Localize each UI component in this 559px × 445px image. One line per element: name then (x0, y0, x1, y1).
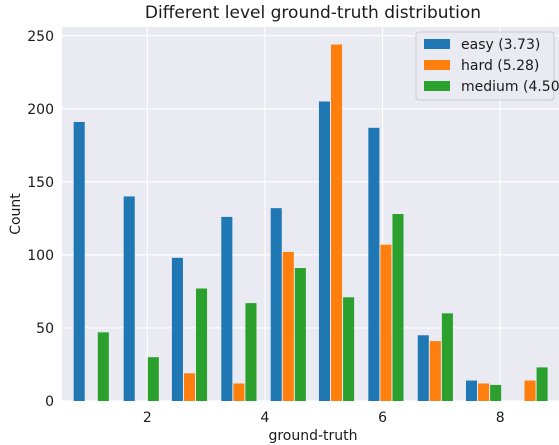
y-tick-label: 50 (36, 321, 54, 337)
bar: medium (4.50): 30 (147, 357, 159, 401)
y-tick-label: 100 (27, 248, 54, 264)
legend-swatch (424, 81, 450, 91)
x-axis-label: ground-truth (268, 428, 357, 444)
bars: easy (3.73): 191 easy (3.73): 140 easy (3.… (73, 44, 548, 401)
legend-entry: hard (5.28) (461, 58, 539, 74)
bar: hard (5.28): 41 (429, 341, 441, 401)
bar: hard (5.28): 14 (524, 380, 536, 401)
chart-title: Different level ground-truth distributio… (145, 3, 481, 23)
legend-entry: easy (3.73) (461, 37, 540, 53)
bar: easy (3.73): 14 (465, 380, 478, 401)
bar: easy (3.73): 191 (73, 121, 85, 401)
bar: hard (5.28): 102 (282, 251, 294, 401)
bar: medium (4.50): 71 (343, 297, 355, 401)
bar: medium (4.50): 47 (97, 332, 109, 401)
bar: medium (4.50): 60 (441, 313, 453, 401)
bar: easy (3.73): 98 (171, 257, 183, 401)
bar: hard (5.28): 12 (233, 383, 245, 401)
bar: medium (4.50): 77 (196, 288, 208, 401)
x-tick-label: 6 (378, 410, 387, 426)
bar: easy (3.73): 126 (221, 216, 233, 401)
y-tick-label: 150 (27, 175, 54, 191)
legend-swatch (424, 39, 450, 49)
bar: easy (3.73): 140 (123, 196, 135, 401)
x-tick-label: 4 (260, 410, 269, 426)
bar: medium (4.50): 23 (536, 367, 548, 401)
grid (62, 27, 559, 402)
legend-swatch (424, 60, 450, 70)
y-axis-label: Count (8, 193, 24, 235)
bar: medium (4.50): 128 (392, 214, 404, 401)
bar: easy (3.73): 45 (417, 335, 429, 401)
bar: hard (5.28): 12 (478, 383, 490, 401)
y-tick-label: 0 (45, 394, 54, 410)
bar: medium (4.50): 91 (294, 268, 306, 401)
x-tick-label: 8 (496, 410, 505, 426)
legend: easy (3.73) hard (5.28) medium (4.50) (415, 31, 559, 101)
x-tick-label: 2 (143, 410, 152, 426)
bar: easy (3.73): 132 (270, 208, 282, 401)
bar: easy (3.73): 187 (368, 127, 380, 401)
legend-entry: medium (4.50) (461, 79, 559, 95)
y-tick-label: 200 (27, 102, 54, 118)
bar: hard (5.28): 19 (183, 373, 196, 401)
bar: medium (4.50): 67 (245, 303, 257, 401)
y-tick-labels: 0 50 100 150 200 250 (27, 29, 54, 410)
legend-frame (415, 31, 555, 101)
bar: medium (4.50): 11 (490, 384, 502, 401)
bar: hard (5.28): 107 (380, 244, 392, 401)
bar: hard (5.28): 244 (330, 44, 343, 401)
x-tick-labels: 2 4 6 8 (143, 410, 505, 426)
bar: easy (3.73): 205 (318, 101, 330, 401)
y-tick-label: 250 (27, 29, 54, 45)
